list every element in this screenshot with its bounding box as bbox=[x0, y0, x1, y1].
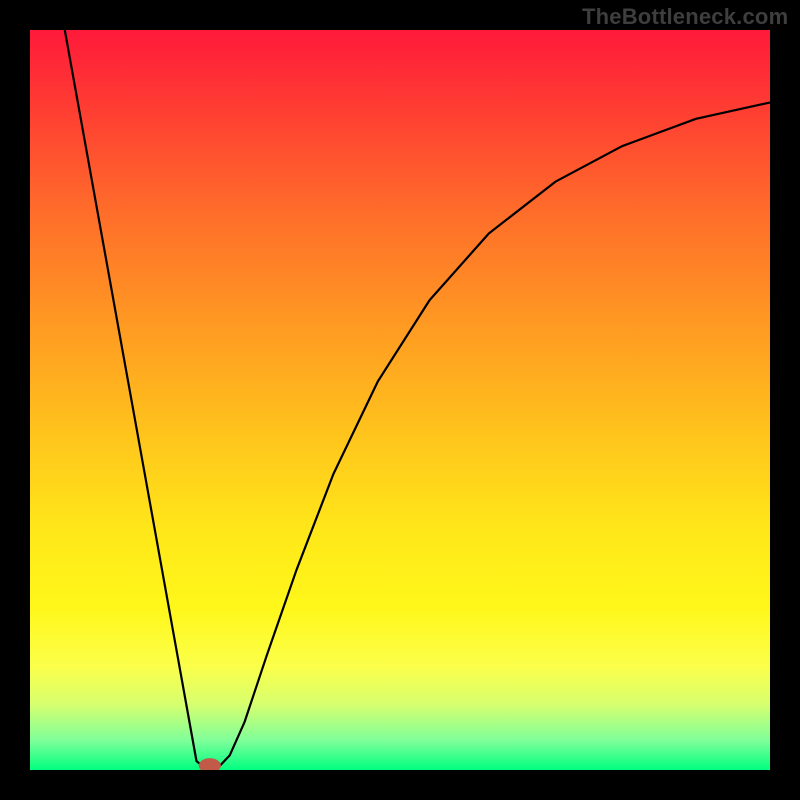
watermark-text: TheBottleneck.com bbox=[582, 4, 788, 30]
chart-frame: TheBottleneck.com bbox=[0, 0, 800, 800]
bottleneck-curve bbox=[65, 30, 770, 769]
plot-area bbox=[30, 30, 770, 770]
minimum-marker bbox=[199, 758, 221, 770]
curve-layer bbox=[30, 30, 770, 770]
